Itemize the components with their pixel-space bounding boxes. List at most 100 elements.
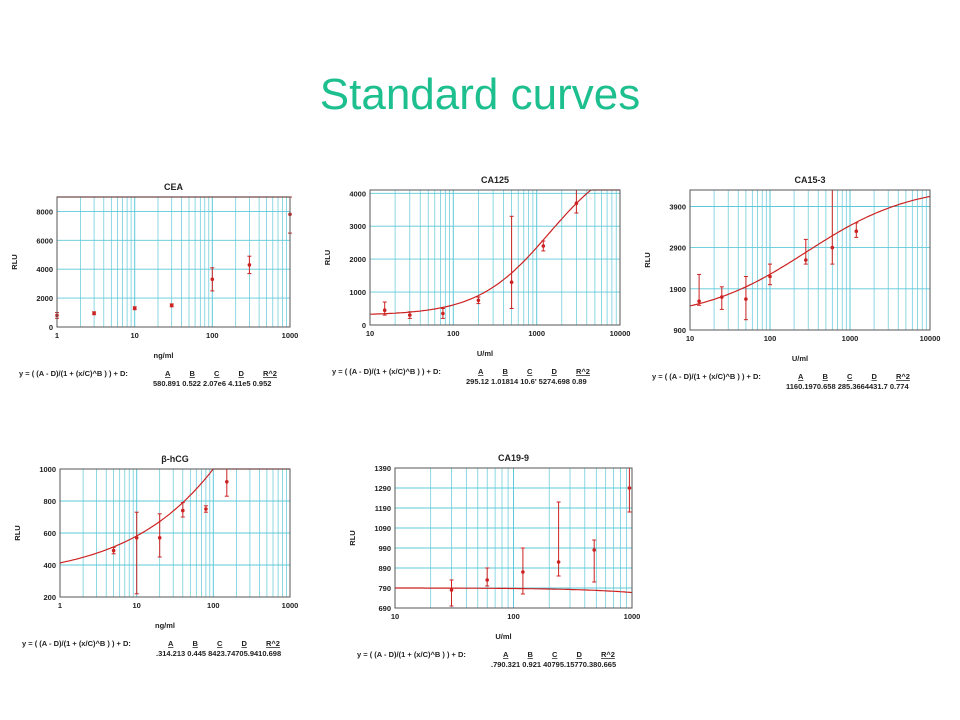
data-point [592, 548, 596, 552]
data-point [541, 244, 546, 248]
param-values: .790.321 0.921 40795.15770.380.665 [491, 660, 616, 669]
param-header: R^2 [896, 372, 910, 381]
data-point [210, 277, 215, 282]
x-tick-label: 100 [507, 612, 520, 621]
fit-curve [370, 189, 620, 315]
y-tick-label: 8000 [36, 207, 53, 216]
x-axis-label: ng/ml [154, 351, 174, 360]
y-axis-label: RLU [348, 530, 357, 545]
slide-title: Standard curves [319, 70, 641, 119]
fit-equation: y = ( (A - D)/(1 + (x/C)^B ) ) + D: [22, 639, 131, 648]
y-tick-label: 4000 [349, 189, 366, 198]
x-tick-label: 100 [206, 331, 219, 340]
chart-ca19-9: CA19-9 690 790 890 990 1090 1190 1290 1390 10 100 1… [348, 453, 640, 669]
param-header: R^2 [601, 650, 615, 659]
param-header: B [528, 650, 534, 659]
param-header: D [242, 639, 248, 648]
param-header: B [823, 372, 829, 381]
fit-equation: y = ( (A - D)/(1 + (x/C)^B ) ) + D: [652, 372, 761, 381]
x-axis-label: U/ml [477, 349, 493, 358]
fit-equation: y = ( (A - D)/(1 + (x/C)^B ) ) + D: [332, 367, 441, 376]
x-axis-label: U/ml [495, 632, 511, 641]
chart-title: CA19-9 [498, 453, 529, 463]
y-tick-label: 600 [43, 529, 56, 538]
y-tick-label: 690 [378, 604, 391, 613]
data-point [247, 263, 252, 267]
fit-curve [59, 468, 290, 564]
x-tick-label: 1000 [282, 331, 299, 340]
x-tick-label: 1000 [528, 329, 545, 338]
param-header: A [478, 367, 484, 376]
y-tick-label: 2900 [669, 244, 686, 253]
x-axis-label: ng/ml [155, 621, 175, 630]
fit-curve [395, 587, 633, 594]
x-tick-label: 100 [207, 601, 220, 610]
param-values: 1160.1970.658 285.3664431.7 0.774 [786, 382, 909, 391]
x-tick-label: 10000 [920, 334, 941, 343]
y-tick-label: 1000 [349, 288, 366, 297]
y-tick-label: 990 [378, 544, 391, 553]
y-tick-label: 890 [378, 564, 391, 573]
plot-frame [689, 189, 931, 331]
x-tick-label: 10 [133, 601, 141, 610]
param-header: A [165, 369, 171, 378]
data-point [408, 313, 412, 317]
data-point [556, 560, 561, 564]
y-tick-label: 1290 [374, 484, 391, 493]
x-tick-label: 10 [391, 612, 399, 621]
data-point [134, 536, 139, 540]
param-values: 295.12 1.01814 10.6' 5274.698 0.89 [466, 377, 587, 386]
data-point [830, 245, 835, 250]
chart-title: CA125 [481, 175, 509, 185]
data-point [92, 311, 96, 316]
y-axis-label: RLU [13, 525, 22, 540]
x-tick-label: 10 [686, 334, 694, 343]
chart-title: CA15-3 [794, 175, 825, 185]
param-header: A [168, 639, 174, 648]
y-tick-label: 6000 [36, 236, 53, 245]
y-tick-label: 400 [43, 561, 56, 570]
data-point [854, 229, 859, 233]
data-point [157, 536, 162, 540]
data-point [804, 258, 808, 262]
y-tick-label: 4000 [36, 265, 53, 274]
param-values: 580.891 0.522 2.07e6 4.11e5 0.952 [153, 379, 271, 388]
x-tick-label: 1000 [842, 334, 859, 343]
param-header: C [527, 367, 533, 376]
y-tick-label: 900 [673, 326, 686, 335]
y-tick-label: 1090 [374, 524, 391, 533]
x-tick-label: 100 [764, 334, 777, 343]
x-tick-label: 10000 [610, 329, 631, 338]
param-header: D [552, 367, 558, 376]
chart-ca15-3: CA15-3 900 1900 2900 3900 10 100 1000 10000 U/ml R… [643, 175, 941, 391]
plot-frame [369, 189, 621, 326]
chart-title: β-hCG [161, 454, 189, 464]
y-axis-label: RLU [323, 250, 332, 265]
y-tick-label: 800 [43, 497, 56, 506]
y-axis-label: RLU [10, 254, 19, 269]
param-header: C [214, 369, 220, 378]
param-header: C [847, 372, 853, 381]
param-header: A [503, 650, 509, 659]
y-tick-label: 790 [378, 584, 391, 593]
param-header: C [552, 650, 558, 659]
chart-cea: CEA 0 2000 4000 6000 8000 1 10 100 1000 ng/ml RLU y … [10, 182, 299, 388]
x-tick-label: 10 [366, 329, 374, 338]
fit-equation: y = ( (A - D)/(1 + (x/C)^B ) ) + D: [19, 369, 128, 378]
y-tick-label: 1900 [669, 285, 686, 294]
data-point [204, 507, 208, 511]
chart-ca125: CA125 0 1000 2000 3000 4000 10 100 1000 10000 U/ml… [323, 175, 631, 386]
param-header: C [217, 639, 223, 648]
param-header: D [872, 372, 878, 381]
data-point [509, 280, 514, 284]
data-point [768, 274, 772, 279]
data-point [574, 201, 579, 205]
y-tick-label: 2000 [349, 255, 366, 264]
data-point [720, 295, 724, 299]
param-header: B [190, 369, 196, 378]
data-point [225, 480, 229, 484]
data-point [476, 298, 481, 303]
x-tick-label: 100 [447, 329, 460, 338]
chart-beta-hcg: β-hCG 200 400 600 800 1000 1 10 100 1000 ng/ml RLU y… [13, 454, 298, 658]
data-point [132, 306, 137, 310]
